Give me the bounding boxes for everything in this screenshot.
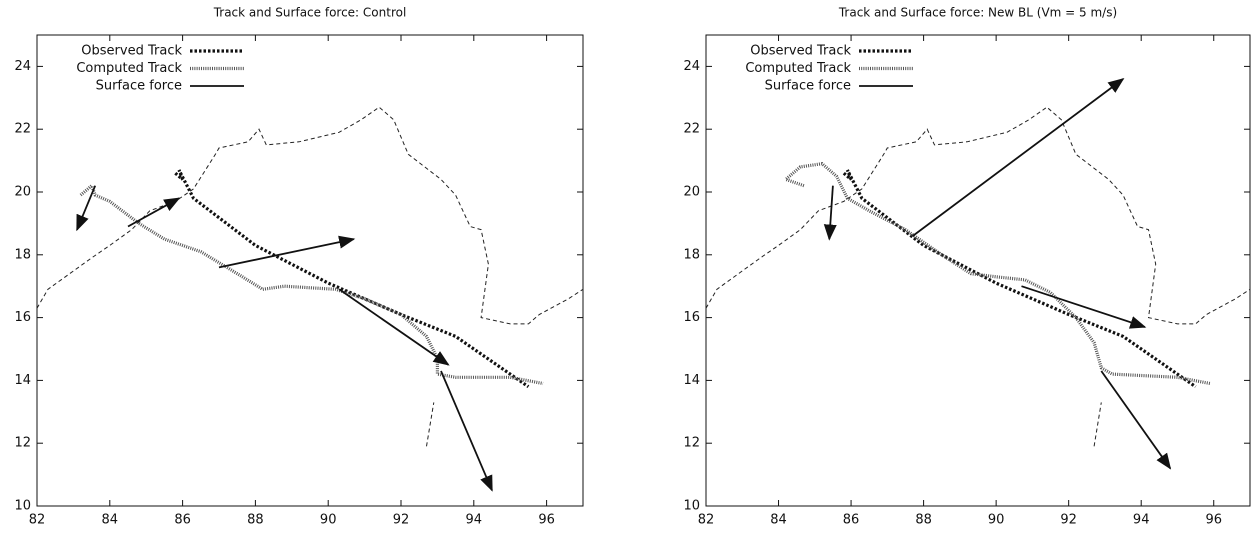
x-tick-label: 96	[1205, 513, 1222, 528]
legend-label: Observed Track	[81, 44, 182, 59]
y-tick-label: 14	[683, 373, 700, 388]
plot-area	[37, 106, 583, 492]
plot-frame	[36, 34, 584, 507]
plot-frame	[705, 34, 1251, 507]
x-tick-label: 90	[988, 513, 1005, 528]
legend-label: Surface force	[96, 79, 182, 94]
legend-label: Observed Track	[750, 44, 851, 59]
coastline	[1093, 402, 1102, 447]
force-arrow	[1021, 285, 1147, 329]
force-arrow	[912, 78, 1125, 237]
y-tick-label: 10	[683, 499, 700, 514]
y-tick-label: 16	[14, 310, 31, 325]
x-tick-label: 94	[1133, 513, 1150, 528]
force-arrow	[823, 185, 837, 241]
y-tick-label: 20	[14, 185, 31, 200]
force-arrow	[218, 235, 356, 269]
legend-label: Surface force	[765, 79, 851, 94]
x-tick-label: 92	[393, 513, 410, 528]
y-tick-label: 24	[14, 59, 31, 74]
legend-label: Computed Track	[76, 61, 182, 76]
x-tick-label: 96	[538, 513, 555, 528]
force-arrow	[76, 185, 97, 232]
force-arrow	[127, 197, 181, 228]
y-tick-label: 18	[683, 247, 700, 262]
plot-area	[706, 78, 1250, 470]
y-tick-label: 12	[14, 436, 31, 451]
x-tick-label: 90	[320, 513, 337, 528]
x-tick-label: 88	[915, 513, 932, 528]
legend-label: Computed Track	[745, 61, 851, 76]
chart-title: Track and Surface force: New BL (Vm = 5 …	[838, 6, 1117, 20]
y-tick-label: 16	[683, 310, 700, 325]
force-arrow	[440, 370, 493, 492]
force-arrow	[338, 288, 450, 366]
coastline	[37, 106, 583, 325]
y-tick-label: 24	[683, 59, 700, 74]
chart-title: Track and Surface force: Control	[213, 6, 407, 20]
x-tick-label: 86	[174, 513, 191, 528]
x-tick-label: 88	[247, 513, 264, 528]
coastline	[426, 402, 435, 447]
y-tick-label: 12	[683, 436, 700, 451]
y-tick-label: 22	[683, 122, 700, 137]
x-tick-label: 84	[102, 513, 119, 528]
x-tick-label: 82	[698, 513, 715, 528]
track	[174, 169, 530, 389]
y-tick-label: 10	[14, 499, 31, 514]
y-tick-label: 14	[14, 373, 31, 388]
track	[782, 162, 1211, 386]
x-tick-label: 94	[466, 513, 483, 528]
y-tick-label: 18	[14, 247, 31, 262]
track	[79, 183, 544, 386]
coastline	[706, 106, 1250, 325]
y-tick-label: 22	[14, 122, 31, 137]
x-tick-label: 86	[843, 513, 860, 528]
x-tick-label: 82	[29, 513, 46, 528]
x-tick-label: 84	[770, 513, 787, 528]
x-tick-label: 92	[1060, 513, 1077, 528]
panel: Track and Surface force: Control 82 84 86 88…	[14, 6, 584, 528]
force-arrow	[1100, 370, 1172, 470]
track	[842, 169, 1197, 389]
panel: Track and Surface force: New BL (Vm = 5 …	[683, 6, 1251, 528]
y-tick-label: 20	[683, 185, 700, 200]
